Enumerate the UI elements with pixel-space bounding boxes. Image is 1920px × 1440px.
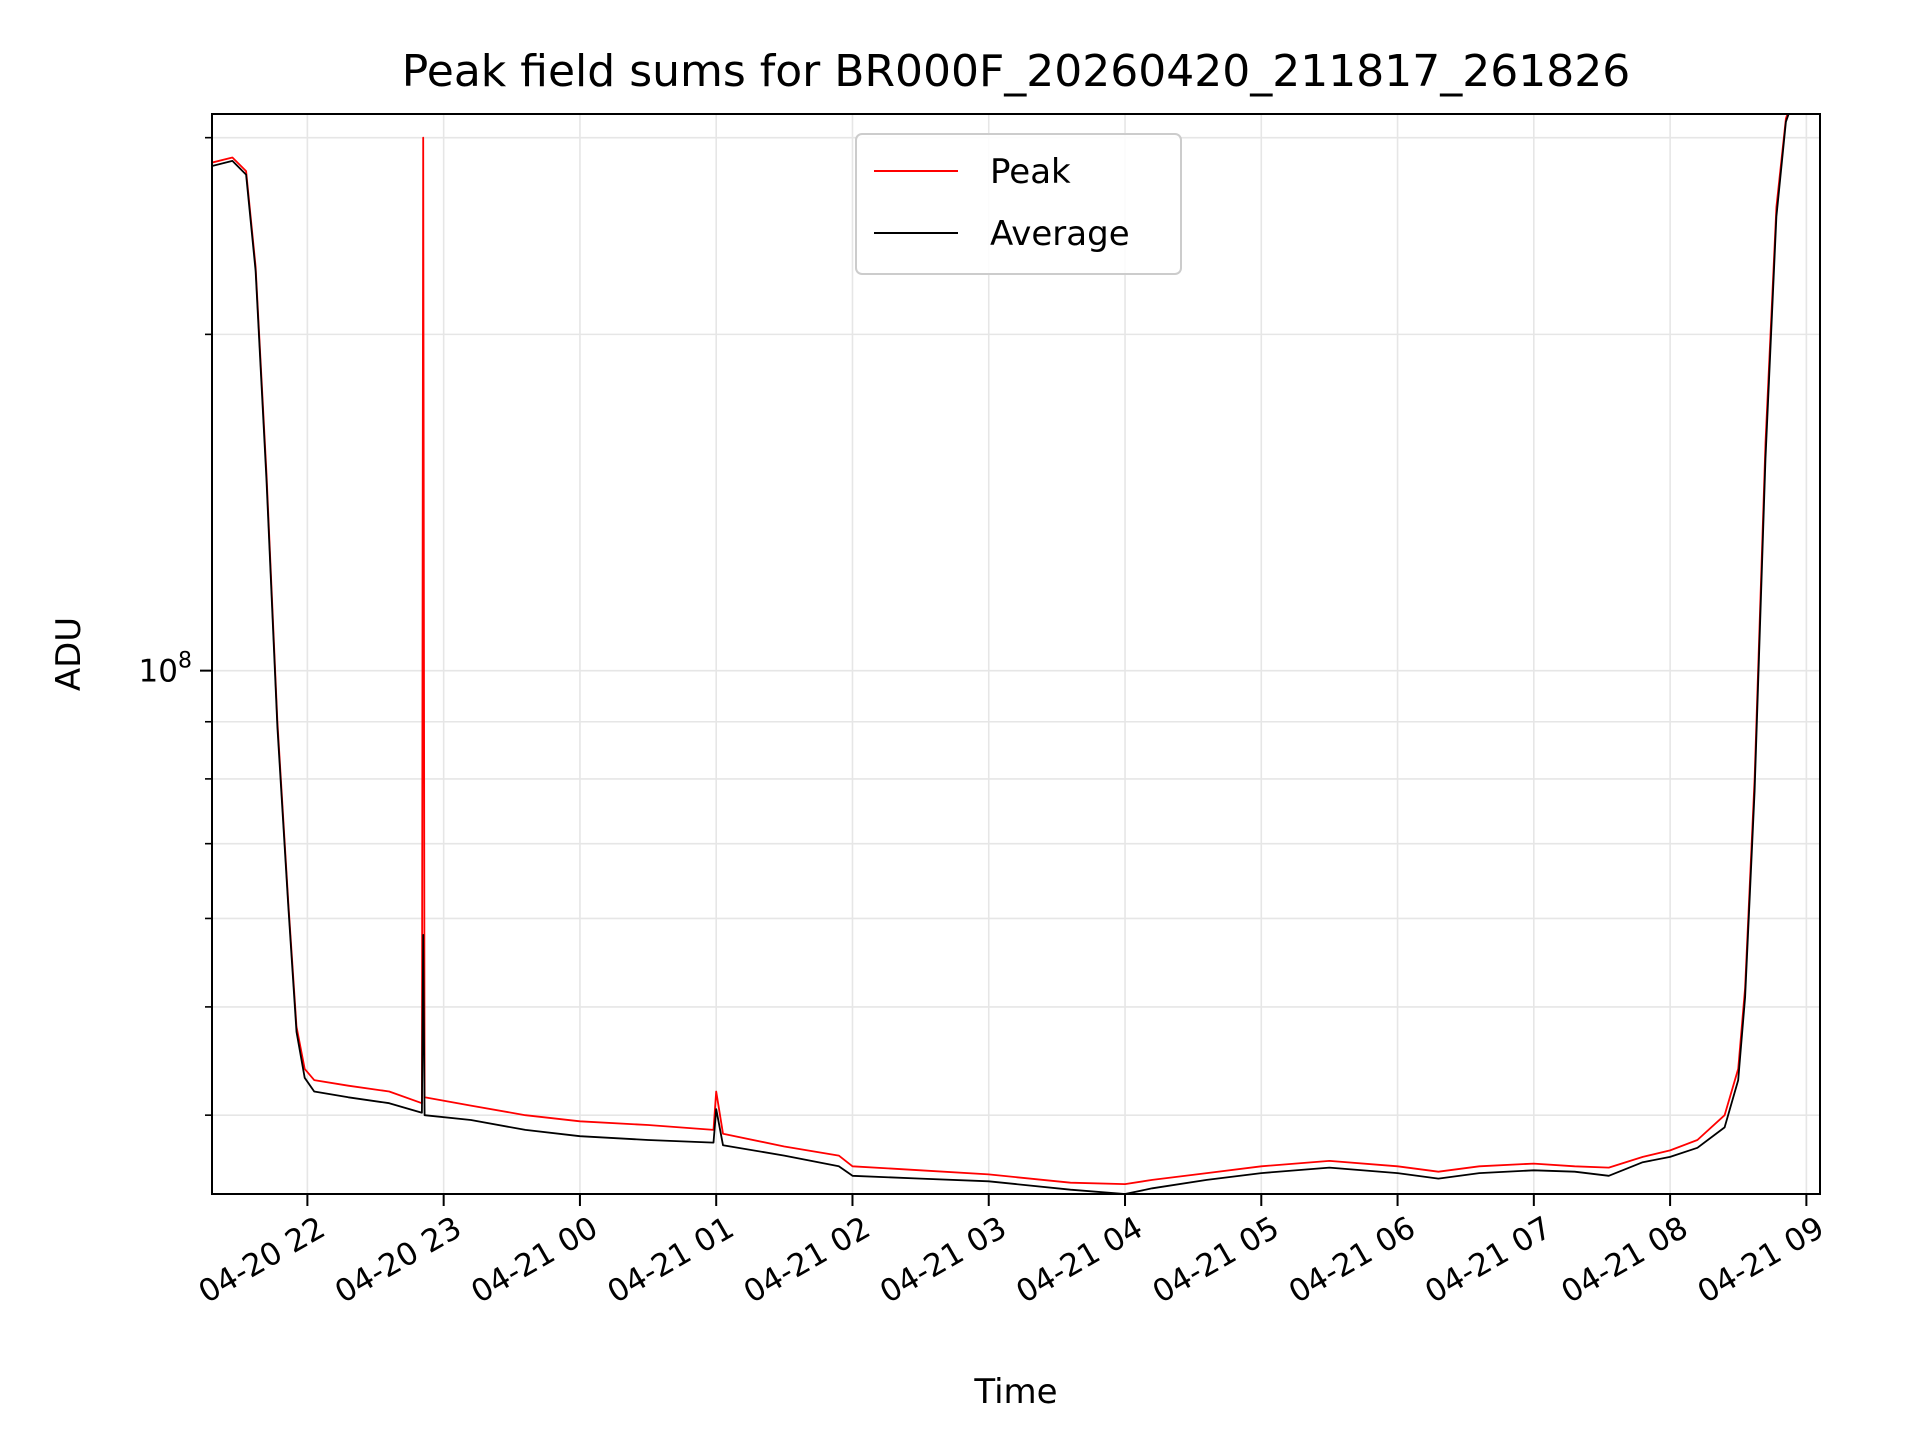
x-axis-label: Time — [973, 1372, 1057, 1412]
series-line-average — [212, 114, 1790, 1194]
legend-label-average: Average — [990, 214, 1130, 254]
legend-label-peak: Peak — [990, 152, 1071, 192]
y-tick-base: 10 — [139, 654, 178, 690]
chart-title: Peak field sums for BR000F_20260420_2118… — [402, 46, 1630, 97]
legend: Peak Average — [855, 133, 1182, 275]
y-tick-label: 108 — [139, 649, 192, 690]
y-axis: 108 — [139, 136, 212, 1116]
legend-box — [855, 133, 1182, 275]
y-axis-label: ADU — [49, 617, 89, 691]
series-line-peak — [212, 114, 1789, 1185]
plot-area — [212, 114, 1820, 1194]
y-tick-exponent: 8 — [178, 649, 192, 674]
plot-frame — [211, 113, 1821, 1195]
grid — [212, 114, 1820, 1194]
series-group — [212, 114, 1790, 1194]
